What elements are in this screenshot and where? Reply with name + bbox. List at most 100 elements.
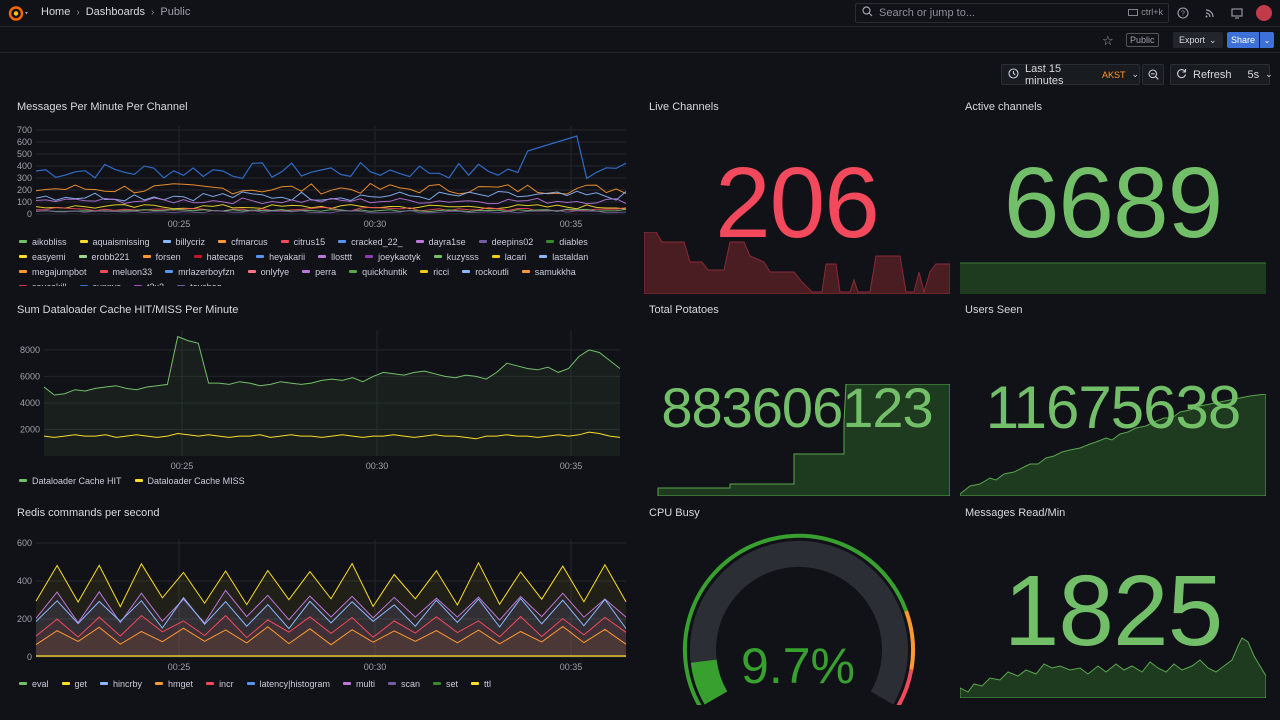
legend-item[interactable]: ttl [471,678,491,689]
legend-item[interactable]: hatecaps [193,251,243,262]
legend-item[interactable]: saucekill [19,281,67,286]
y-tick-label: 0 [27,209,32,219]
legend-item[interactable]: toycheg [177,281,222,286]
legend-item[interactable]: Dataloader Cache MISS [134,475,245,486]
legend-item[interactable]: samukkha [521,266,576,277]
panel-title-messages-read[interactable]: Messages Read/Min [965,507,1066,519]
dashboard-toolbar [0,27,1280,53]
legend-item[interactable]: kuzysss [433,251,479,262]
refresh-button[interactable]: Refresh 5s ⌄ [1170,64,1273,85]
kiosk-monitor-icon[interactable] [1230,6,1244,20]
clock-icon [1008,67,1019,82]
share-button[interactable]: Share [1227,32,1259,48]
legend-item[interactable]: cfmarcus [218,236,268,247]
public-tag: Public [1126,33,1159,47]
user-avatar[interactable] [1256,5,1272,21]
legend-item[interactable]: aikobliss [19,236,67,247]
legend-item[interactable]: lastaldan [539,251,588,262]
legend-item[interactable]: dayra1se [415,236,466,247]
legend-item[interactable]: megajumpbot [19,266,87,277]
legend-item[interactable]: heyakarii [256,251,305,262]
zoom-out-button[interactable] [1142,64,1164,85]
cache-timeseries-chart[interactable]: 8000 6000 4000 2000 00:25 00:30 00:35 [14,325,630,470]
legend-label: ttl [484,678,492,689]
legend-item[interactable]: hmget [155,678,193,689]
cpu-busy-value: 9.7% [741,638,855,694]
legend-item[interactable]: quickhuntik [349,266,407,277]
legend-item[interactable]: set [432,678,458,689]
rss-feed-icon[interactable] [1203,6,1217,20]
legend-item[interactable]: ricci [420,266,449,277]
legend-item[interactable]: cracked_22_ [338,236,403,247]
search-input[interactable]: Search or jump to... ctrl+k [855,3,1169,23]
legend-item[interactable]: citrus15 [280,236,325,247]
legend-item[interactable]: joeykaotyk [365,251,421,262]
refresh-interval[interactable]: 5s [1247,68,1260,81]
total-potatoes-sparkline [657,384,950,496]
legend-item[interactable]: aquaismissing [79,236,150,247]
share-dropdown-chevron-icon[interactable]: ⌄ [1260,32,1274,48]
legend-item[interactable]: eval [19,678,49,689]
legend-item[interactable]: sunnys [79,281,121,286]
breadcrumb-home[interactable]: Home [41,6,71,18]
panel-title-cache[interactable]: Sum Dataloader Cache HIT/MISS Per Minute [17,304,239,316]
legend-item[interactable]: t2x2 [134,281,164,286]
legend-item[interactable]: perra [302,266,336,277]
messages-timeseries-chart[interactable]: 700 600 500 400 300 200 100 0 00:25 00:30 00:35 [14,122,630,232]
series-line [35,206,627,212]
panel-title-total-potatoes[interactable]: Total Potatoes [649,304,719,316]
messages-read-value: 1825 [1003,555,1223,667]
legend-item[interactable]: mrlazerboyfzn [165,266,235,277]
legend-item[interactable]: easyemi [19,251,66,262]
star-icon[interactable]: ☆ [1102,33,1114,48]
legend-label: lastaldan [552,251,589,262]
legend-item[interactable]: lacari [491,251,526,262]
legend-item[interactable]: diables [546,236,588,247]
legend-item[interactable]: deepins02 [478,236,533,247]
chevron-right-icon: › [76,6,80,18]
legend-swatch [99,270,108,273]
legend-item[interactable]: meluon33 [99,266,152,277]
help-icon[interactable]: ? [1176,6,1190,20]
legend-label: easyemi [32,251,66,262]
top-navigation-bar: Home › Dashboards › Public Search or jum… [0,0,1280,27]
x-tick-label: 00:35 [560,219,583,229]
panel-title-users-seen[interactable]: Users Seen [965,304,1023,316]
legend-item[interactable]: onlyfye [247,266,289,277]
legend-item[interactable]: billycriz [162,236,205,247]
legend-item[interactable]: scan [387,678,420,689]
panel-title-messages[interactable]: Messages Per Minute Per Channel [17,101,188,113]
legend-item[interactable]: get [61,678,87,689]
legend-item[interactable]: llosttt [318,251,352,262]
grafana-logo-icon[interactable] [8,5,30,22]
legend-item[interactable]: forsen [142,251,181,262]
gauge-threshold-orange [904,610,915,671]
legend-item[interactable]: latency|histogram [246,678,330,689]
panel-title-live-channels[interactable]: Live Channels [649,101,719,113]
legend-item[interactable]: Dataloader Cache HIT [19,475,122,486]
legend-label: kuzysss [446,251,479,262]
legend-swatch [546,240,555,243]
legend-item[interactable]: multi [342,678,375,689]
time-range-picker[interactable]: Last 15 minutes AKST ⌄ [1001,63,1140,87]
panel-title-active-channels[interactable]: Active channels [965,101,1043,113]
legend-label: llosttt [331,251,353,262]
legend-swatch [177,285,186,286]
legend-item[interactable]: erobb221 [78,251,130,262]
gauge-value-arc [690,659,728,705]
legend-item[interactable]: rockoutli [462,266,509,277]
breadcrumb-dashboards[interactable]: Dashboards [85,6,146,18]
breadcrumb-public[interactable]: Public [160,6,191,18]
export-button[interactable]: Export ⌄ [1173,32,1223,48]
legend-swatch [280,240,289,243]
legend-item[interactable]: incr [206,678,234,689]
series-line [35,197,627,205]
cache-legend: Dataloader Cache HIT Dataloader Cache MIS… [19,475,629,489]
redis-timeseries-chart[interactable]: 600 400 200 0 00:25 00:30 00:35 [14,530,630,675]
legend-item[interactable]: hincrby [100,678,142,689]
y-tick-label: 100 [17,197,32,207]
legend-label: multi [355,678,375,689]
panel-title-cpu-busy[interactable]: CPU Busy [649,507,700,519]
panel-title-redis[interactable]: Redis commands per second [17,507,160,519]
y-tick-label: 200 [17,614,32,624]
